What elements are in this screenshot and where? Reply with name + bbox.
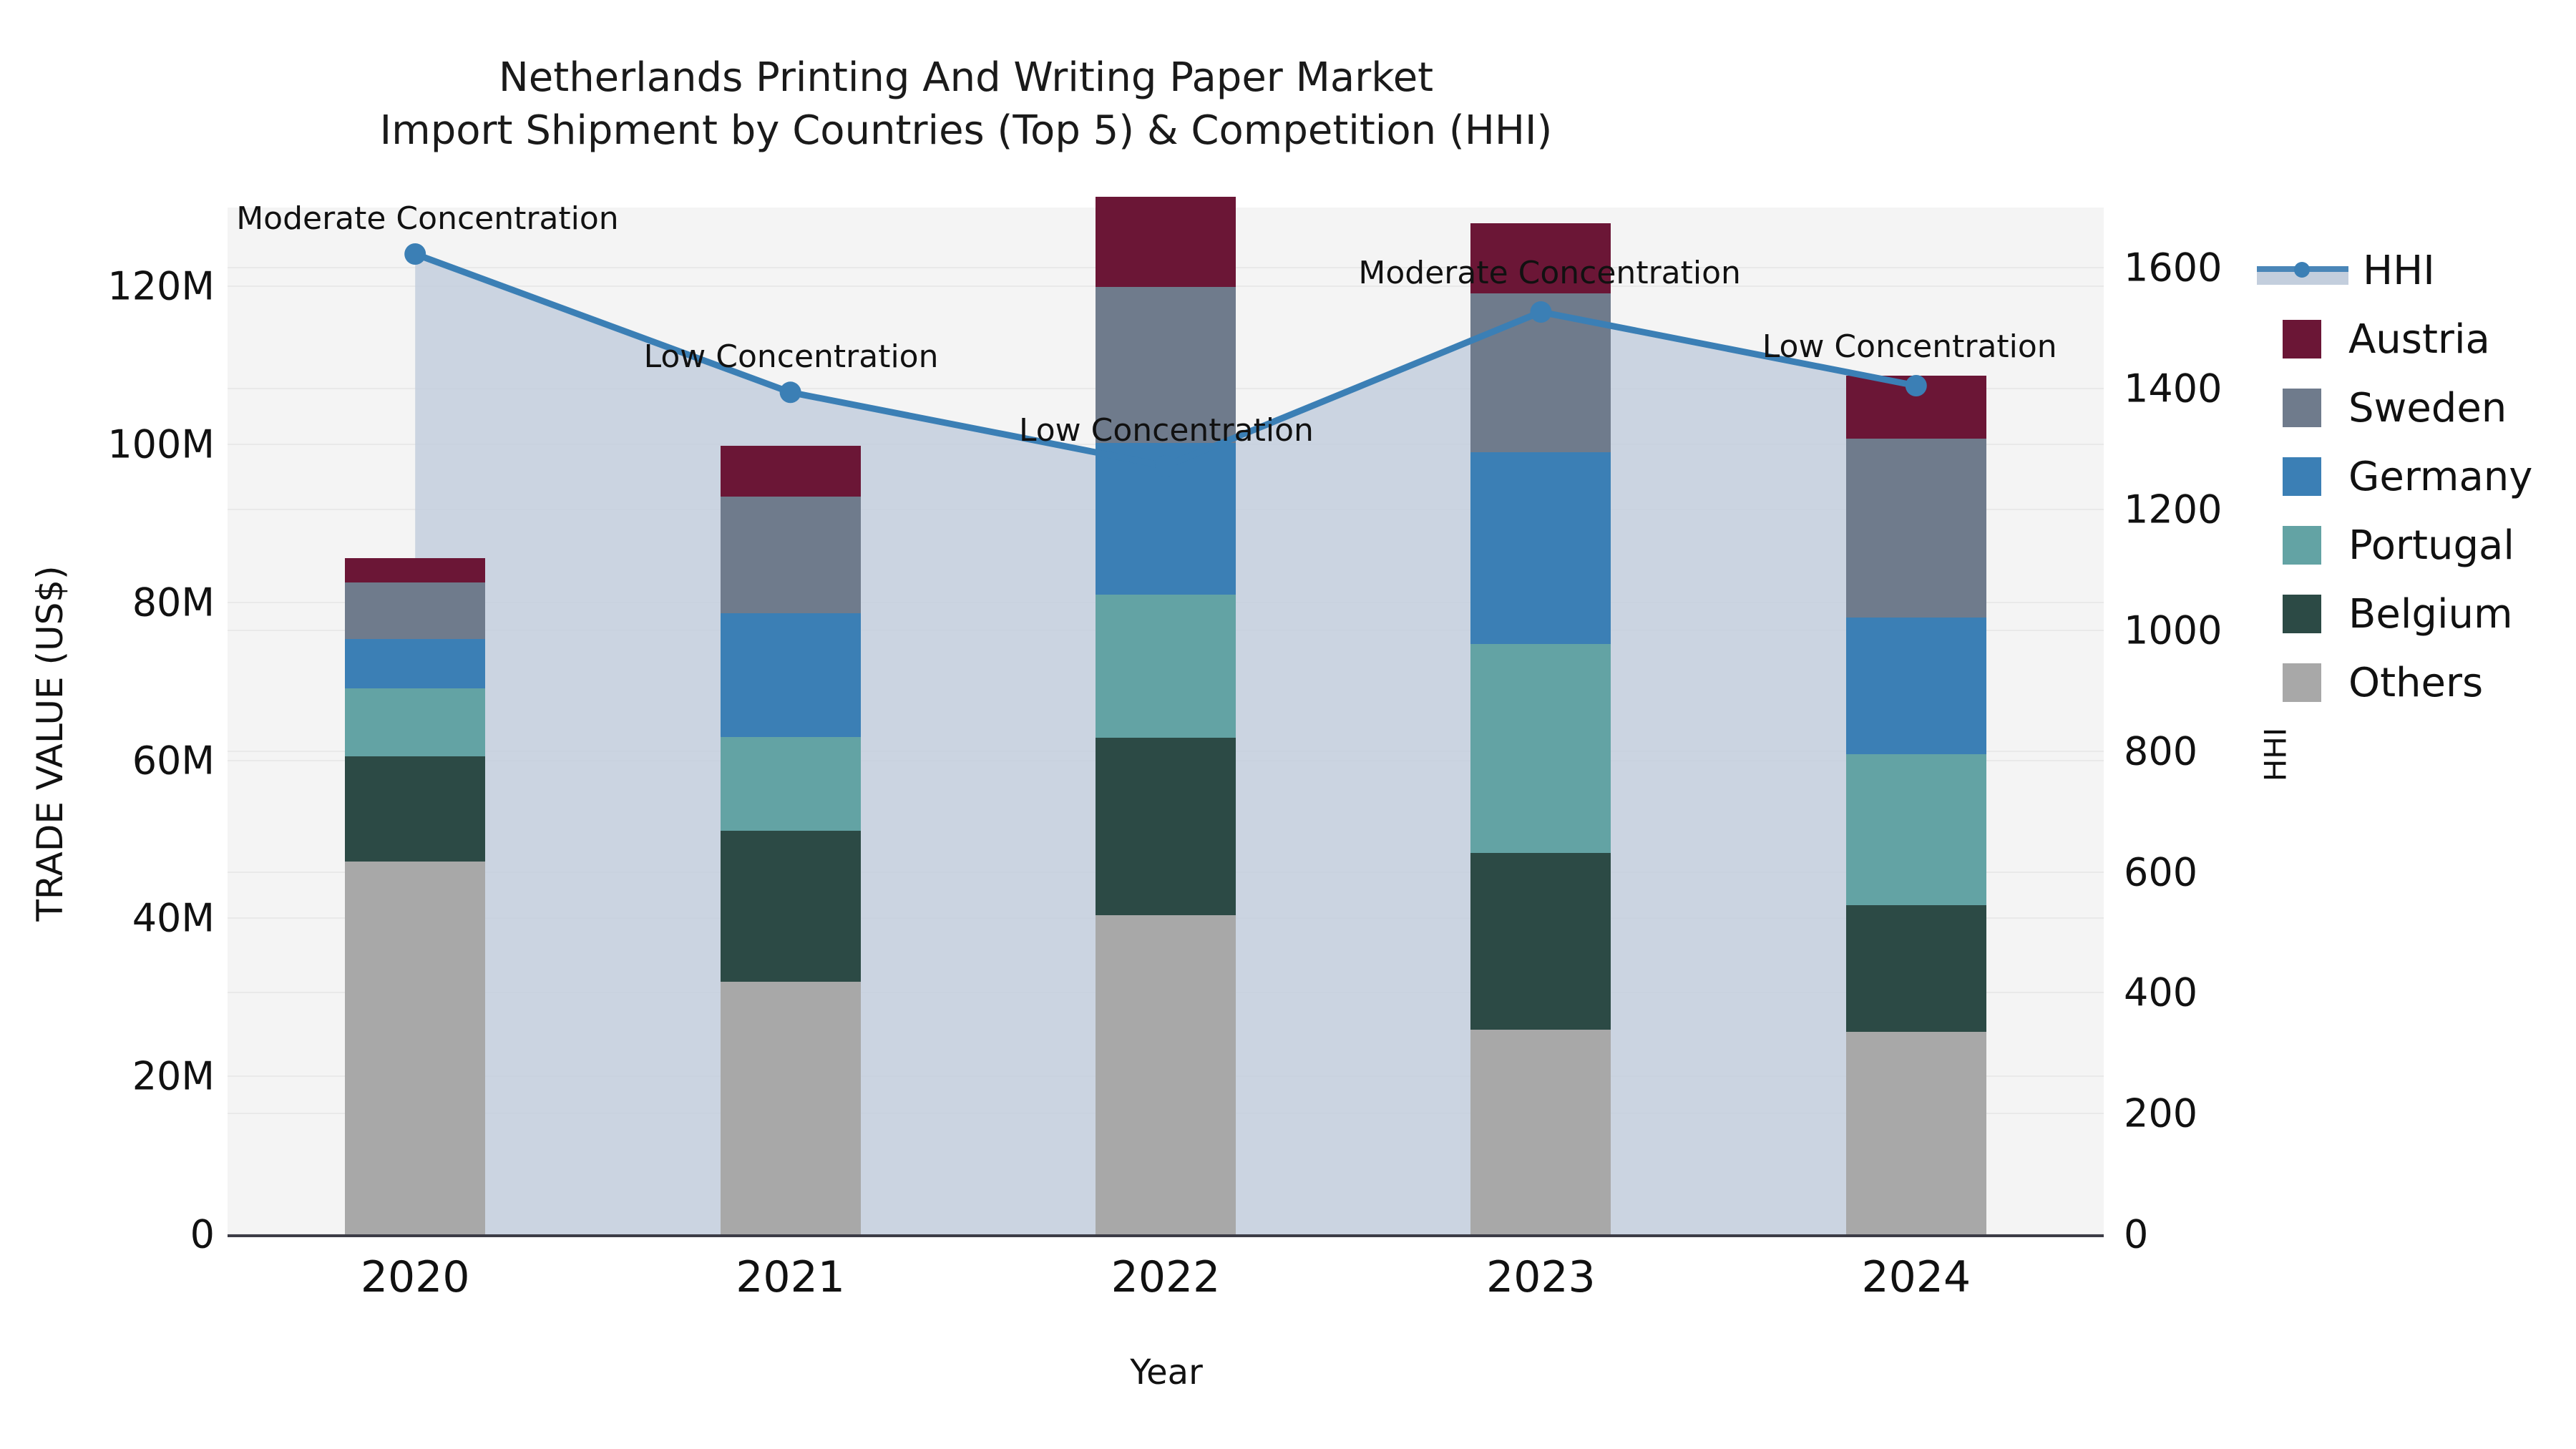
bar-segment-others-2022[interactable] [1096,915,1236,1234]
bar-segment-sweden-2024[interactable] [1845,439,1986,618]
bar-segment-others-2021[interactable] [720,981,861,1234]
legend-label-sweden: Sweden [2348,384,2507,431]
legend-label-others: Others [2348,659,2484,706]
chart-title-line-2: Import Shipment by Countries (Top 5) & C… [379,107,1553,154]
y-axis-left-label: TRADE VALUE (US$) [29,565,71,922]
x-tick-2024: 2024 [1861,1252,1971,1302]
y-tick-right: 400 [2124,970,2198,1015]
bar-segment-others-2024[interactable] [1845,1032,1986,1234]
bar-segment-belgium-2024[interactable] [1845,904,1986,1033]
concentration-annotation-2023: Moderate Concentration [1358,255,1741,292]
y-tick-right: 200 [2124,1091,2198,1136]
concentration-annotation-2022: Low Concentration [1019,412,1314,449]
y-tick-right: 800 [2124,728,2198,774]
bar-segment-belgium-2022[interactable] [1096,737,1236,916]
y-tick-left: 60M [132,738,215,784]
bar-segment-others-2020[interactable] [345,861,486,1234]
legend-item-belgium[interactable]: Belgium [2283,580,2532,648]
chart-title: Netherlands Printing And Writing Paper M… [0,52,1932,157]
bar-segment-austria-2020[interactable] [345,558,486,583]
bar-segment-belgium-2020[interactable] [345,756,486,862]
y-tick-left: 120M [107,263,215,309]
y-tick-left: 0 [190,1211,215,1257]
legend-label-austria: Austria [2348,316,2490,363]
bar-segment-germany-2024[interactable] [1845,617,1986,754]
bar-segment-portugal-2023[interactable] [1470,644,1611,853]
legend-line-marker [2257,256,2348,285]
y-tick-left: 40M [132,895,215,941]
chart-title-line-1: Netherlands Printing And Writing Paper M… [498,54,1434,101]
legend-label-belgium: Belgium [2348,590,2513,638]
y-tick-right: 0 [2124,1211,2149,1257]
y-tick-left: 80M [132,580,215,625]
bar-segment-sweden-2023[interactable] [1470,293,1611,453]
concentration-annotation-2020: Moderate Concentration [236,200,619,237]
legend-item-austria[interactable]: Austria [2283,305,2532,374]
x-tick-2020: 2020 [360,1252,470,1302]
bar-segment-germany-2022[interactable] [1096,442,1236,595]
x-tick-2023: 2023 [1486,1252,1596,1302]
legend-swatch-germany [2283,457,2321,496]
bar-segment-austria-2024[interactable] [1845,376,1986,439]
x-axis-label: Year [1130,1352,1203,1392]
legend-swatch-others [2283,663,2321,702]
x-axis-line [228,1234,2104,1237]
bar-segment-belgium-2021[interactable] [720,830,861,982]
legend-item-others[interactable]: Others [2283,648,2532,717]
bar-segment-sweden-2021[interactable] [720,497,861,614]
y-tick-left: 20M [132,1053,215,1099]
legend-item-germany[interactable]: Germany [2283,442,2532,511]
y-tick-right: 600 [2124,849,2198,895]
bar-segment-austria-2022[interactable] [1096,196,1236,288]
bar-segment-germany-2023[interactable] [1470,452,1611,645]
legend-item-sweden[interactable]: Sweden [2283,374,2532,442]
legend-swatch-portugal [2283,526,2321,565]
legend-item-hhi[interactable]: HHI [2257,236,2532,305]
y-tick-left: 100M [107,421,215,467]
y-tick-right: 1000 [2124,608,2223,653]
bar-segment-portugal-2020[interactable] [345,688,486,757]
legend-label-hhi: HHI [2363,247,2435,294]
legend-swatch-belgium [2283,595,2321,633]
bar-segment-belgium-2023[interactable] [1470,852,1611,1030]
bar-segment-austria-2021[interactable] [720,446,861,497]
y-tick-right: 1600 [2124,245,2223,291]
bar-segment-portugal-2021[interactable] [720,736,861,831]
bar-segment-germany-2020[interactable] [345,638,486,689]
legend-swatch-austria [2283,320,2321,358]
legend-swatch-sweden [2283,389,2321,427]
legend: HHI Austria Sweden Germany Portugal Belgium Ot… [2257,236,2532,717]
concentration-annotation-2024: Low Concentration [1762,328,2057,365]
concentration-annotation-2021: Low Concentration [643,338,939,376]
bar-segment-others-2023[interactable] [1470,1030,1611,1234]
y-tick-right: 1400 [2124,366,2223,411]
bar-segment-portugal-2022[interactable] [1096,594,1236,738]
legend-label-germany: Germany [2348,453,2533,500]
bar-segment-germany-2021[interactable] [720,613,861,737]
x-tick-2021: 2021 [736,1252,845,1302]
legend-label-portugal: Portugal [2348,522,2514,569]
bar-segment-sweden-2020[interactable] [345,582,486,639]
y-tick-right: 1200 [2124,487,2223,532]
legend-item-portugal[interactable]: Portugal [2283,511,2532,580]
bar-segment-portugal-2024[interactable] [1845,753,1986,905]
x-tick-2022: 2022 [1111,1252,1221,1302]
